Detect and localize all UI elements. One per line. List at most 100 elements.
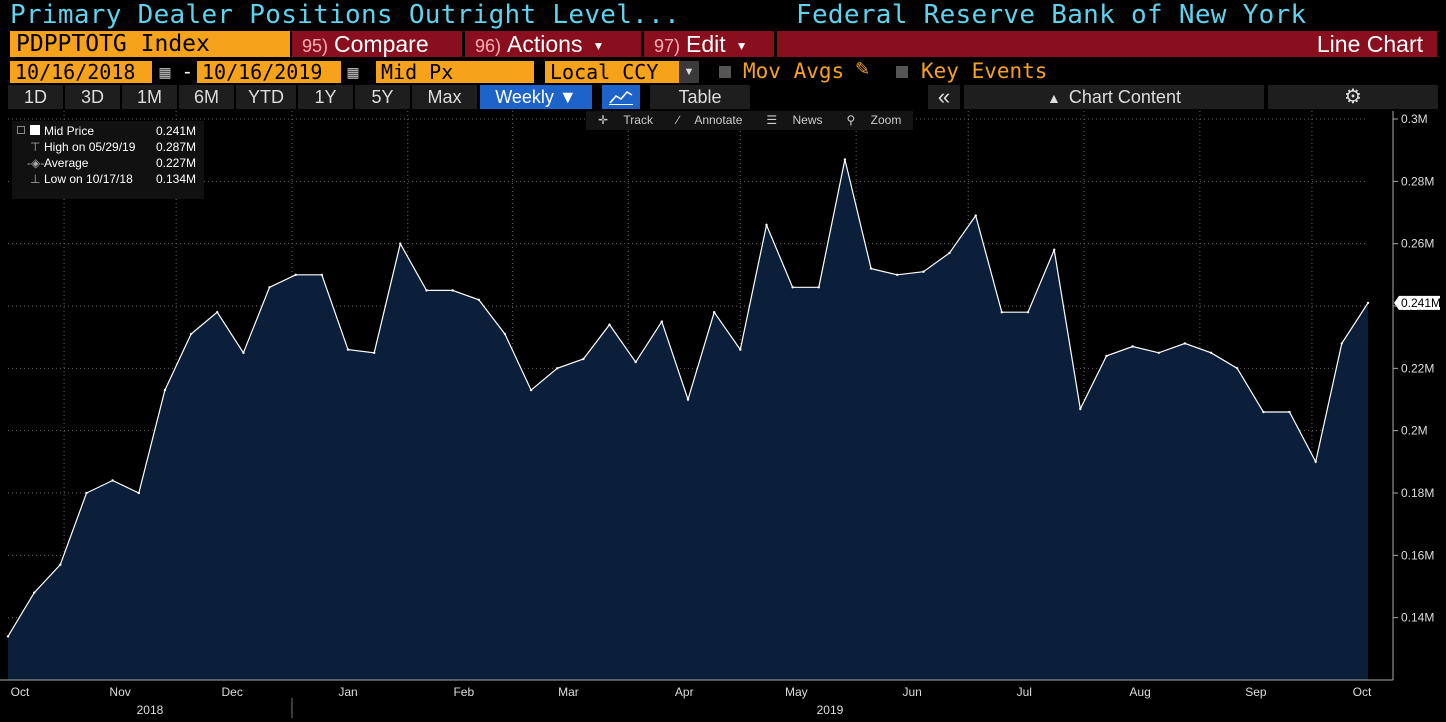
period-5y[interactable]: 5Y xyxy=(355,85,410,109)
data-point xyxy=(582,357,585,361)
data-point xyxy=(1262,410,1265,414)
data-point xyxy=(1366,301,1370,305)
data-point xyxy=(294,273,297,276)
data-point xyxy=(1340,342,1344,345)
data-point xyxy=(85,491,88,495)
table-button[interactable]: Table xyxy=(650,85,750,109)
chart-content-button[interactable]: ▲ Chart Content xyxy=(964,85,1264,109)
currency-select[interactable]: Local CCY xyxy=(545,61,679,83)
calendar-icon[interactable]: ▦ xyxy=(158,64,172,80)
x-month-label: Jun xyxy=(902,685,921,699)
key-events-checkbox[interactable] xyxy=(896,66,908,78)
white-square-icon xyxy=(30,125,40,135)
data-point xyxy=(765,223,768,227)
pencil-icon[interactable]: ✎ xyxy=(855,59,871,79)
low-marker-icon: ⊥ xyxy=(30,172,41,186)
legend-avg-label: Average xyxy=(44,156,89,170)
x-year-label: 2019 xyxy=(817,703,844,717)
data-point xyxy=(1079,407,1082,411)
legend-avg-value: 0.227M xyxy=(156,156,197,170)
data-point xyxy=(529,388,533,392)
x-month-label: Apr xyxy=(675,685,694,699)
legend-high-value: 0.287M xyxy=(156,140,197,154)
x-month-label: Aug xyxy=(1129,685,1150,699)
data-point xyxy=(896,273,899,276)
data-point xyxy=(1183,342,1187,345)
annotate-tool[interactable]: ∕ Annotate xyxy=(665,111,754,130)
calendar-icon[interactable]: ▦ xyxy=(346,64,360,80)
data-point xyxy=(1236,367,1239,370)
data-point xyxy=(320,273,323,276)
y-tick-label: 0.3M xyxy=(1401,112,1428,126)
frequency-select[interactable]: Weekly ▼ xyxy=(480,85,592,109)
period-max[interactable]: Max xyxy=(412,85,477,109)
collapse-box-icon[interactable] xyxy=(17,126,25,134)
period-6m[interactable]: 6M xyxy=(179,85,234,109)
chart-area: 0.14M0.16M0.18M0.2M0.22M0.24M0.26M0.28M0… xyxy=(0,111,1446,722)
zoom-label: Zoom xyxy=(870,113,902,127)
ticker-field[interactable]: PDPPTOTG Index xyxy=(10,31,290,57)
data-point xyxy=(503,332,507,336)
data-point xyxy=(268,286,271,289)
data-point xyxy=(556,367,559,370)
legend-high-label: High on 05/29/19 xyxy=(44,140,136,154)
period-3d[interactable]: 3D xyxy=(65,85,120,109)
data-point xyxy=(33,591,36,594)
start-date-field[interactable]: 10/16/2018 xyxy=(10,61,152,83)
period-1y[interactable]: 1Y xyxy=(298,85,353,109)
series-area-fill xyxy=(8,159,1368,680)
chart-tools: ✛ Track ∕ Annotate ☰ News ⚲ Zoom xyxy=(586,111,914,130)
legend-mid-value: 0.241M xyxy=(156,124,197,138)
y-tick-label: 0.22M xyxy=(1401,361,1434,375)
period-1d[interactable]: 1D xyxy=(8,85,63,109)
data-point xyxy=(1131,345,1134,348)
data-point xyxy=(739,348,742,351)
period-ytd[interactable]: YTD xyxy=(236,85,296,109)
period-1m[interactable]: 1M xyxy=(122,85,177,109)
data-point xyxy=(817,286,820,289)
data-point xyxy=(713,311,716,314)
data-point xyxy=(1105,354,1108,358)
end-date-field[interactable]: 10/16/2019 xyxy=(197,61,341,83)
chart-content-icon: ▲ xyxy=(1047,90,1061,106)
line-chart[interactable]: 0.14M0.16M0.18M0.2M0.22M0.24M0.26M0.28M0… xyxy=(0,111,1446,722)
data-point xyxy=(216,311,219,314)
edit-button[interactable]: 97) Edit ▼ xyxy=(644,31,774,57)
news-tool[interactable]: ☰ News xyxy=(754,111,834,130)
compare-label: Compare xyxy=(334,31,429,57)
x-month-label: Oct xyxy=(1353,685,1372,699)
gear-icon[interactable]: ⚙ xyxy=(1268,85,1438,109)
data-point xyxy=(242,351,245,354)
data-point xyxy=(399,242,402,245)
price-field-select[interactable]: Mid Px xyxy=(376,61,534,83)
mov-avgs-label: Mov Avgs xyxy=(743,59,845,83)
actions-button[interactable]: 96) Actions ▼ xyxy=(465,31,641,57)
average-marker-icon: -◈- xyxy=(27,156,45,170)
collapse-icon[interactable]: « xyxy=(928,85,960,109)
track-label: Track xyxy=(623,113,653,127)
y-tick-label: 0.28M xyxy=(1401,174,1434,188)
last-value-box xyxy=(1394,295,1440,310)
data-point xyxy=(425,289,428,292)
chevron-down-icon[interactable]: ▼ xyxy=(679,61,699,83)
data-point xyxy=(1026,311,1030,314)
settings-bar: 10/16/2018 ▦ - 10/16/2019 ▦ Mid Px Local… xyxy=(0,59,1446,85)
line-chart-icon[interactable] xyxy=(602,85,640,109)
x-month-label: Sep xyxy=(1245,685,1267,699)
x-month-label: Dec xyxy=(222,685,243,699)
high-marker-icon: ⊤ xyxy=(30,140,41,154)
zoom-tool[interactable]: ⚲ Zoom xyxy=(835,111,914,130)
actions-number: 96) xyxy=(475,36,502,56)
command-bar: PDPPTOTG Index 95) Compare 96) Actions ▼ 97… xyxy=(0,30,1446,58)
data-point xyxy=(1053,248,1056,252)
track-tool[interactable]: ✛ Track xyxy=(586,111,665,130)
chart-legend: Mid Price 0.241M ⊤ High on 05/29/19 0.28… xyxy=(12,121,204,199)
mov-avgs-checkbox[interactable] xyxy=(719,66,731,78)
data-point xyxy=(608,323,611,326)
legend-low-label: Low on 10/17/18 xyxy=(44,172,133,186)
title-bar: Primary Dealer Positions Outright Level.… xyxy=(0,0,1446,30)
date-range-separator: - xyxy=(184,61,191,83)
compare-button[interactable]: 95) Compare xyxy=(292,31,462,57)
chart-type-banner: Line Chart xyxy=(777,31,1437,57)
data-point xyxy=(922,270,925,273)
